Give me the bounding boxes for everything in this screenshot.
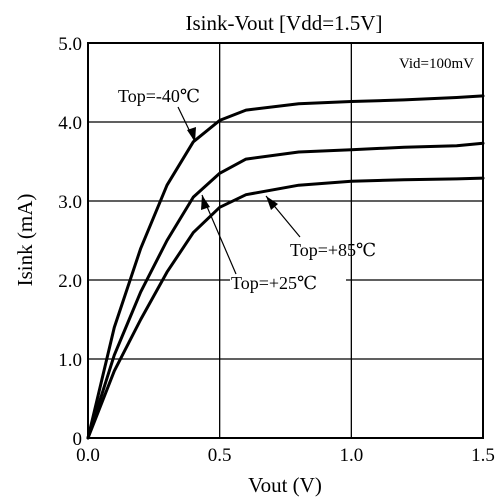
series-arrowhead-top+85 (266, 196, 278, 210)
series-group (86, 94, 485, 440)
x-tick-label: 1.0 (339, 445, 363, 466)
series-line-2 (86, 176, 485, 440)
series-label-top-40: Top=-40℃ (118, 86, 200, 106)
y-tick-label: 0 (73, 429, 83, 450)
x-tick-label: 1.5 (471, 445, 495, 466)
series-arrowhead-top-40 (187, 127, 196, 142)
y-tick-label: 3.0 (58, 192, 82, 213)
y-tick-label: 1.0 (58, 350, 82, 371)
x-tick-label: 0.0 (76, 445, 100, 466)
grid (88, 43, 483, 438)
series-label-top+25: Top=+25℃ (231, 273, 317, 293)
x-tick-label: 0.5 (208, 445, 232, 466)
series-line-1 (86, 141, 485, 440)
tick-labels: 0 1.0 2.0 3.0 4.0 5.0 0.0 0.5 1.0 1.5 (58, 34, 495, 466)
x-axis-label: Vout (V) (248, 473, 322, 497)
y-tick-label: 2.0 (58, 271, 82, 292)
series-arrow-top+25 (201, 194, 237, 275)
series-label-top+25-bg (230, 271, 346, 293)
y-tick-label: 5.0 (58, 34, 82, 55)
y-tick-label: 4.0 (58, 113, 82, 134)
series-line-0 (86, 94, 485, 440)
annotation-box: Vid=100mV (399, 56, 474, 72)
series-label-top+85: Top=+85℃ (290, 240, 376, 260)
chart-title: Isink-Vout [Vdd=1.5V] (186, 11, 383, 35)
plot-frame (87, 42, 484, 439)
series-arrowhead-top+25 (201, 195, 210, 210)
y-axis-label: Isink (mA) (13, 194, 37, 287)
